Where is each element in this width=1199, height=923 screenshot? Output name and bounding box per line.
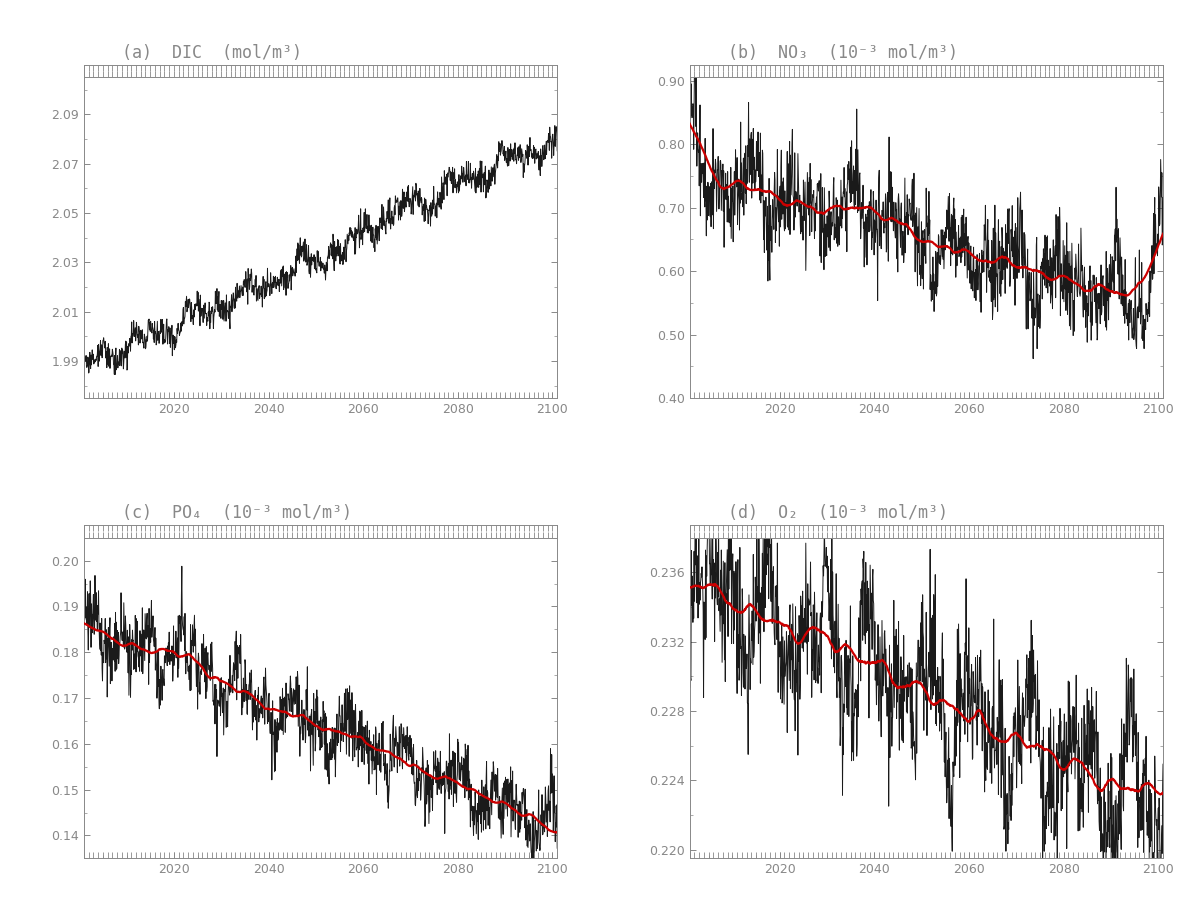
Text: (a)  DIC  (mol/m³): (a) DIC (mol/m³) — [122, 43, 302, 62]
Text: (d)  O₂  (10⁻³ mol/m³): (d) O₂ (10⁻³ mol/m³) — [728, 504, 947, 521]
Text: (c)  PO₄  (10⁻³ mol/m³): (c) PO₄ (10⁻³ mol/m³) — [122, 504, 351, 521]
Text: (b)  NO₃  (10⁻³ mol/m³): (b) NO₃ (10⁻³ mol/m³) — [728, 43, 958, 62]
